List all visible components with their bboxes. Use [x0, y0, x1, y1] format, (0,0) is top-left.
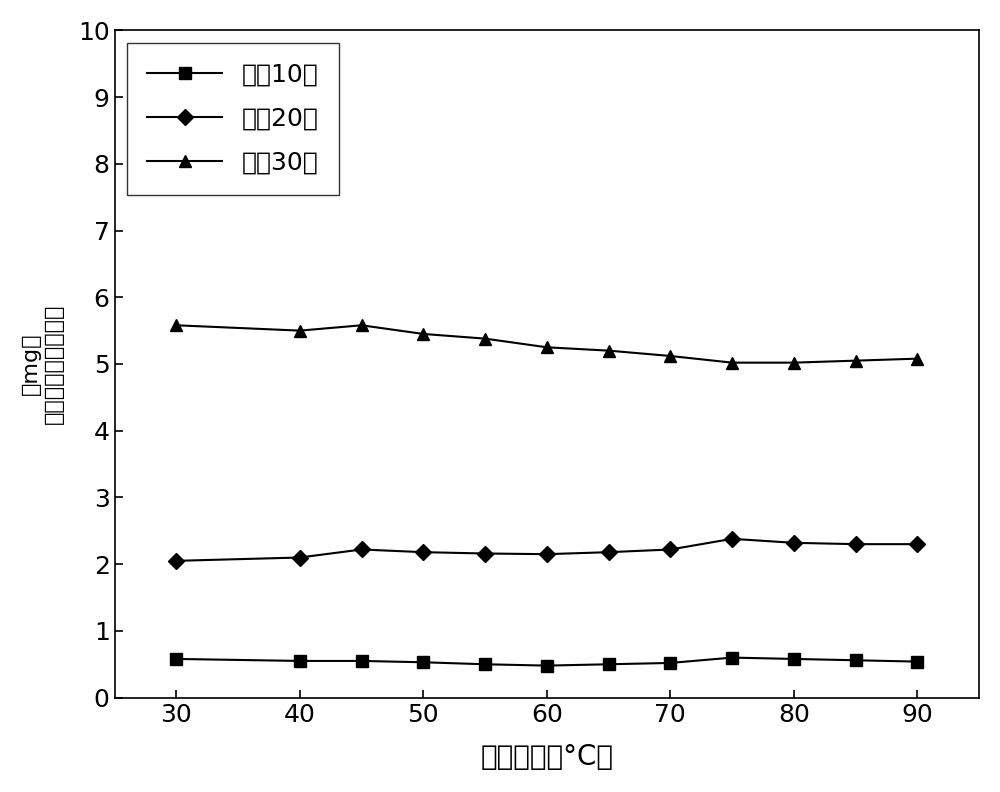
老化10天	[541, 661, 553, 670]
老化10天	[664, 658, 676, 668]
老化30天	[294, 326, 306, 335]
老化30天	[726, 358, 738, 367]
老化10天	[603, 660, 615, 669]
老化10天	[726, 653, 738, 662]
老化30天	[417, 329, 429, 339]
老化20天	[170, 556, 182, 565]
老化20天	[541, 550, 553, 559]
老化20天	[850, 539, 862, 549]
老化30天	[911, 354, 923, 364]
老化10天	[356, 657, 368, 666]
Line: 老化20天: 老化20天	[171, 533, 923, 566]
Y-axis label: （mg）
油纸系统总糠醛含量: （mg） 油纸系统总糠醛含量	[21, 304, 64, 425]
老化30天	[356, 321, 368, 330]
老化20天	[911, 539, 923, 549]
老化30天	[541, 343, 553, 352]
老化10天	[170, 654, 182, 664]
老化20天	[417, 547, 429, 557]
老化10天	[294, 657, 306, 666]
老化10天	[788, 654, 800, 664]
老化20天	[603, 547, 615, 557]
老化20天	[294, 553, 306, 562]
老化30天	[664, 351, 676, 360]
老化10天	[479, 660, 491, 669]
老化30天	[479, 334, 491, 344]
老化20天	[356, 545, 368, 554]
老化20天	[788, 538, 800, 547]
老化30天	[170, 321, 182, 330]
X-axis label: 平衡温度（°C）: 平衡温度（°C）	[480, 743, 613, 771]
老化20天	[479, 549, 491, 558]
Legend: 老化10天, 老化20天, 老化30天: 老化10天, 老化20天, 老化30天	[127, 43, 339, 195]
老化10天	[417, 657, 429, 667]
Line: 老化30天: 老化30天	[171, 320, 923, 368]
老化30天	[850, 356, 862, 365]
老化30天	[788, 358, 800, 367]
Line: 老化10天: 老化10天	[171, 652, 923, 671]
老化10天	[911, 657, 923, 666]
老化10天	[850, 656, 862, 665]
老化20天	[726, 534, 738, 543]
老化20天	[664, 545, 676, 554]
老化30天	[603, 346, 615, 356]
